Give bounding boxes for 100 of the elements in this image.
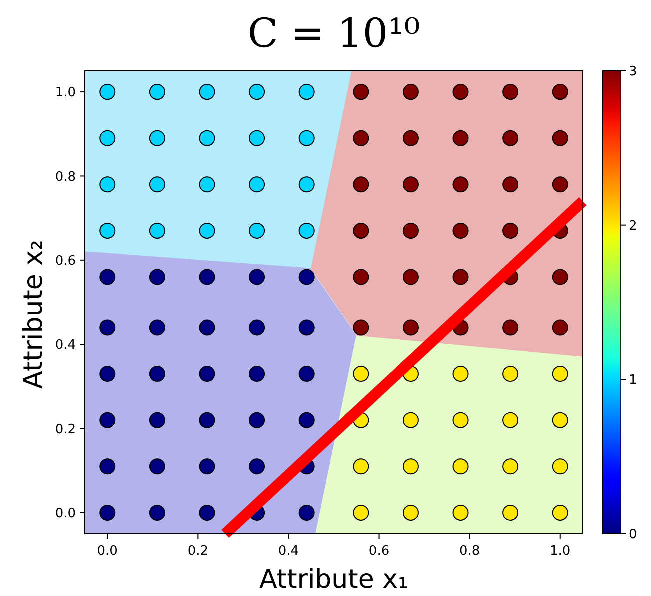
- point: [502, 222, 519, 239]
- x-tick-label: 0.6: [368, 544, 390, 559]
- chart-title: C = 10¹⁰: [248, 11, 420, 57]
- point: [100, 130, 116, 146]
- color-bar-label: 1: [629, 373, 638, 388]
- point: [100, 366, 116, 382]
- point: [452, 176, 469, 193]
- point: [502, 320, 519, 336]
- point: [452, 366, 469, 382]
- x-tick-label: 0.4: [278, 544, 300, 559]
- point: [402, 222, 419, 239]
- point: [199, 458, 216, 475]
- point: [502, 412, 519, 428]
- point: [149, 176, 166, 193]
- point: [353, 222, 370, 239]
- x-axis-title: Attribute x₁: [260, 565, 408, 595]
- point: [552, 458, 568, 475]
- point: [149, 366, 166, 382]
- x-tick-label: 0.0: [97, 544, 118, 559]
- point: [249, 412, 266, 428]
- color-bar-label: 0: [629, 528, 638, 543]
- point: [199, 222, 216, 239]
- point: [552, 366, 568, 382]
- point: [298, 269, 315, 286]
- point: [199, 84, 216, 100]
- point: [552, 130, 568, 146]
- point: [199, 504, 216, 521]
- point: [452, 412, 469, 428]
- point: [502, 130, 519, 146]
- point: [149, 222, 166, 239]
- point: [199, 130, 216, 146]
- point: [149, 412, 166, 428]
- point: [502, 176, 519, 193]
- point: [452, 269, 469, 286]
- point: [298, 412, 315, 428]
- color-bar-label: 2: [629, 218, 638, 234]
- point: [552, 412, 568, 428]
- point: [100, 320, 116, 336]
- point: [298, 504, 315, 521]
- point: [100, 504, 116, 521]
- point: [149, 458, 166, 475]
- x-tick-label: 1.0: [550, 544, 571, 559]
- color-bar-label: 3: [629, 64, 638, 80]
- point: [100, 269, 116, 286]
- y-axis-title: Attribute x₂: [19, 240, 49, 389]
- point: [199, 366, 216, 382]
- point: [199, 320, 216, 336]
- point: [199, 176, 216, 193]
- y-tick-label: 0.0: [55, 506, 76, 522]
- point: [353, 366, 370, 382]
- point: [353, 130, 370, 146]
- point: [249, 84, 266, 100]
- point: [552, 269, 568, 286]
- point: [249, 176, 266, 193]
- point: [552, 176, 568, 193]
- point: [353, 458, 370, 475]
- point: [100, 412, 116, 428]
- point: [502, 366, 519, 382]
- point: [298, 222, 315, 239]
- point: [552, 504, 568, 521]
- point: [149, 84, 166, 100]
- point: [502, 84, 519, 100]
- point: [249, 130, 266, 146]
- point: [452, 458, 469, 475]
- point: [353, 504, 370, 521]
- point: [402, 412, 419, 428]
- y-tick-label: 0.6: [55, 254, 76, 269]
- point: [402, 458, 419, 475]
- point: [298, 366, 315, 382]
- point: [249, 222, 266, 239]
- point: [249, 366, 266, 382]
- y-tick-label: 0.4: [55, 338, 76, 354]
- point: [353, 176, 370, 193]
- point: [199, 269, 216, 286]
- point: [452, 84, 469, 100]
- point: [452, 130, 469, 146]
- y-tick-label: 0.2: [55, 422, 76, 438]
- point: [100, 222, 116, 239]
- point: [149, 130, 166, 146]
- point: [502, 458, 519, 475]
- point: [353, 320, 370, 336]
- y-tick-label: 0.8: [55, 170, 76, 185]
- point: [552, 84, 568, 100]
- point: [199, 412, 216, 428]
- point: [149, 504, 166, 521]
- y-tick-label: 1.0: [55, 86, 76, 101]
- point: [452, 504, 469, 521]
- point: [100, 176, 116, 193]
- point: [298, 176, 315, 193]
- point: [353, 84, 370, 100]
- point: [552, 320, 568, 336]
- point: [149, 320, 166, 336]
- point: [452, 222, 469, 239]
- point: [100, 84, 116, 100]
- point: [249, 269, 266, 286]
- point: [249, 458, 266, 475]
- point: [502, 504, 519, 521]
- point: [402, 269, 419, 286]
- point: [402, 84, 419, 100]
- point: [402, 130, 419, 146]
